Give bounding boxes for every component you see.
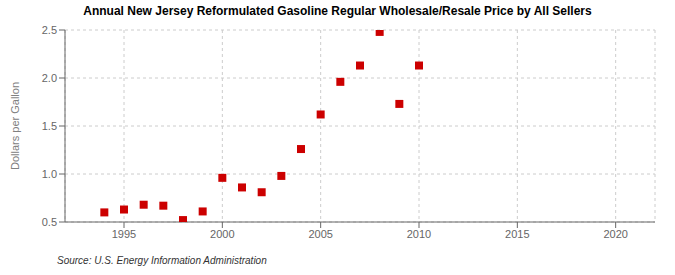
html-text:Annual New Jersey Reformulated: Annual New Jersey Reformulated Gasoline … (83, 4, 592, 18)
svg-text:2.5: 2.5 (42, 24, 57, 36)
svg-text:1995: 1995 (112, 228, 136, 240)
svg-text:2020: 2020 (603, 228, 627, 240)
svg-text:2.0: 2.0 (42, 72, 57, 84)
svg-text:2000: 2000 (210, 228, 234, 240)
html-text:Source: U.S. Energy Informatio: Source: U.S. Energy Information Administ… (57, 255, 267, 266)
svg-text:2015: 2015 (505, 228, 529, 240)
svg-text:Dollars per Gallon: Dollars per Gallon (9, 82, 21, 170)
svg-text:2005: 2005 (308, 228, 332, 240)
svg-text:0.5: 0.5 (42, 216, 57, 228)
svg-text:1.5: 1.5 (42, 120, 57, 132)
svg-text:2010: 2010 (407, 228, 431, 240)
svg-text:1.0: 1.0 (42, 168, 57, 180)
